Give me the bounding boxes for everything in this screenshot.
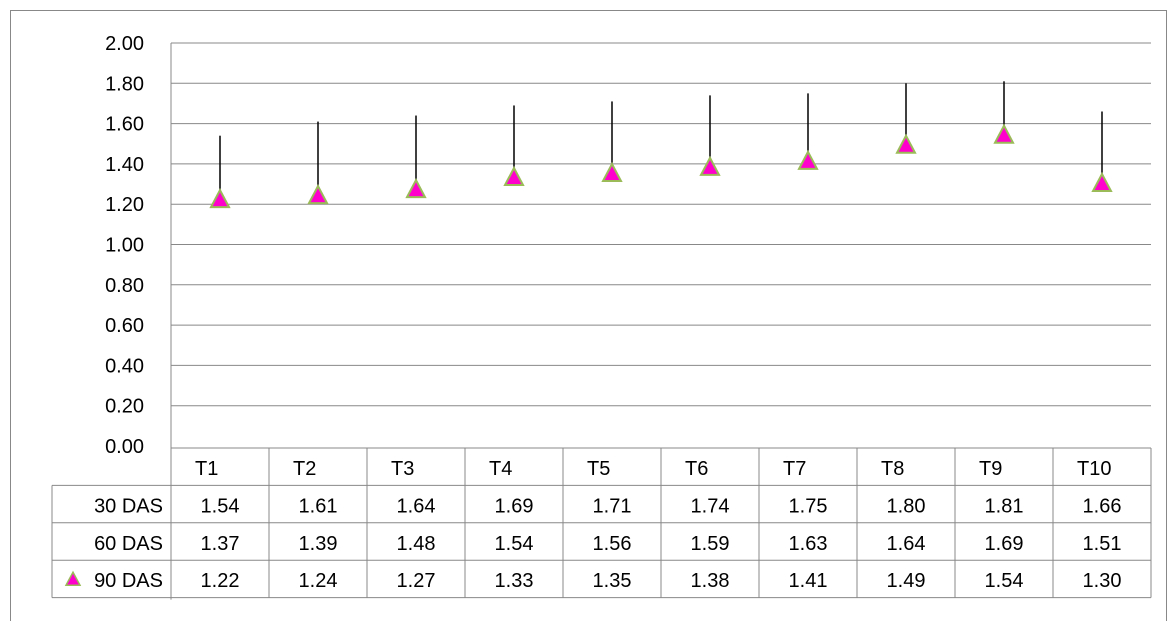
x-tick-label: T2 (293, 458, 316, 480)
y-tick-label: 2.00 (105, 33, 144, 55)
data-label: 1.41 (789, 570, 828, 592)
data-label: 1.81 (985, 495, 1024, 517)
y-tick-label: 1.40 (105, 154, 144, 176)
y-tick-label: 1.20 (105, 194, 144, 216)
x-tick-label: T4 (489, 458, 512, 480)
x-tick-label: T10 (1077, 458, 1111, 480)
y-tick-label: 1.80 (105, 73, 144, 95)
data-label: 1.61 (299, 495, 338, 517)
data-label: 1.64 (397, 495, 436, 517)
legend-marker-triangle-icon (64, 570, 82, 586)
y-tick-label: 0.60 (105, 315, 144, 337)
y-tick-label: 0.40 (105, 355, 144, 377)
data-label: 1.49 (887, 570, 926, 592)
chart-frame (10, 10, 1167, 626)
y-tick-label: 1.00 (105, 235, 144, 257)
data-label: 1.35 (593, 570, 632, 592)
data-label: 1.80 (887, 495, 926, 517)
x-tick-label: T9 (979, 458, 1002, 480)
data-label: 1.69 (985, 533, 1024, 555)
x-tick-label: T1 (195, 458, 218, 480)
data-label: 1.37 (201, 533, 240, 555)
legend-label: 60 DAS (94, 533, 163, 555)
data-label: 1.64 (887, 533, 926, 555)
data-point-triangle (1091, 171, 1113, 193)
data-point-triangle (797, 149, 819, 170)
data-label: 1.48 (397, 533, 436, 555)
data-label: 1.74 (691, 495, 730, 517)
y-tick-label: 0.80 (105, 275, 144, 297)
data-label: 1.51 (1083, 533, 1122, 555)
data-label: 1.22 (201, 570, 240, 592)
data-point-triangle (307, 184, 329, 205)
data-label: 1.75 (789, 495, 828, 517)
y-tick-label: 0.00 (105, 436, 144, 458)
data-point-triangle (503, 165, 525, 187)
x-tick-label: T6 (685, 458, 708, 480)
data-label: 1.39 (299, 533, 338, 555)
data-label: 1.38 (691, 570, 730, 592)
data-label: 1.56 (593, 533, 632, 555)
legend-label: 90 DAS (94, 570, 163, 592)
data-point-triangle (405, 177, 427, 199)
data-label: 1.24 (299, 570, 338, 592)
data-label: 1.54 (495, 533, 534, 555)
x-tick-label: T5 (587, 458, 610, 480)
y-tick-label: 1.60 (105, 114, 144, 136)
data-label: 1.71 (593, 495, 632, 517)
data-point-triangle (895, 133, 917, 154)
data-point-triangle (699, 155, 721, 176)
data-label: 1.66 (1083, 495, 1122, 517)
data-label: 1.54 (201, 495, 240, 517)
data-label: 1.54 (985, 570, 1024, 592)
x-tick-label: T8 (881, 458, 904, 480)
legend-label: 30 DAS (94, 495, 163, 517)
data-label: 1.27 (397, 570, 436, 592)
data-point-triangle (993, 123, 1015, 144)
data-label: 1.59 (691, 533, 730, 555)
data-label: 1.30 (1083, 570, 1122, 592)
x-tick-label: T7 (783, 458, 806, 480)
data-point-triangle (601, 161, 623, 182)
x-tick-label: T3 (391, 458, 414, 480)
y-tick-label: 0.20 (105, 396, 144, 418)
data-label: 1.33 (495, 570, 534, 592)
data-point-triangle (209, 188, 231, 209)
data-label: 1.69 (495, 495, 534, 517)
data-label: 1.63 (789, 533, 828, 555)
